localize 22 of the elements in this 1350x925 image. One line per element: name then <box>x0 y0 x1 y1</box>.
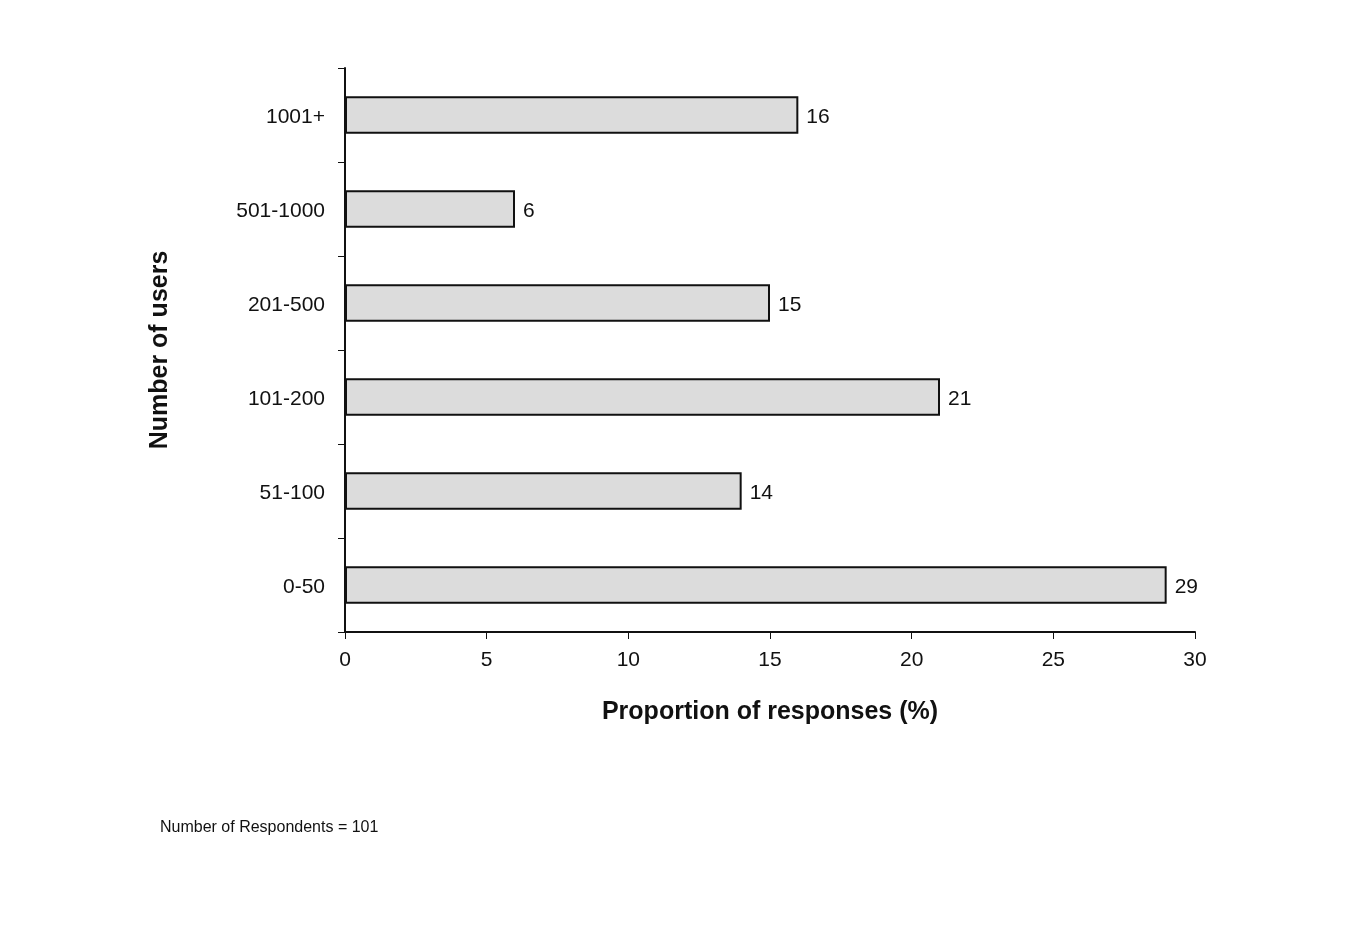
y-tick-label: 101-200 <box>247 385 325 409</box>
y-tick-label: 51-100 <box>259 479 325 503</box>
x-tick-label: 30 <box>1183 647 1207 670</box>
y-tick-label: 0-50 <box>282 573 325 597</box>
y-tick-label: 1001+ <box>266 103 325 127</box>
y-axis-title: Number of users <box>143 250 172 450</box>
data-label: 6 <box>523 197 535 221</box>
data-label: 29 <box>1174 573 1199 597</box>
x-tick-label: 25 <box>1041 647 1066 670</box>
text: Number of Respondents = 101 <box>160 817 379 835</box>
x-tick-label: 5 <box>480 647 493 670</box>
data-label: 21 <box>948 385 972 409</box>
data-label: 16 <box>806 103 830 127</box>
x-tick-label: 10 <box>616 647 641 670</box>
y-tick-label: 201-500 <box>247 291 325 315</box>
x-tick-label: 0 <box>339 647 351 670</box>
x-axis-title: Proportion of responses (%) <box>601 695 939 724</box>
x-tick-label: 20 <box>899 647 924 670</box>
data-label: 14 <box>749 479 774 503</box>
x-tick-label: 15 <box>758 647 782 670</box>
y-tick-label: 501-1000 <box>236 197 325 221</box>
data-label: 15 <box>778 291 802 315</box>
